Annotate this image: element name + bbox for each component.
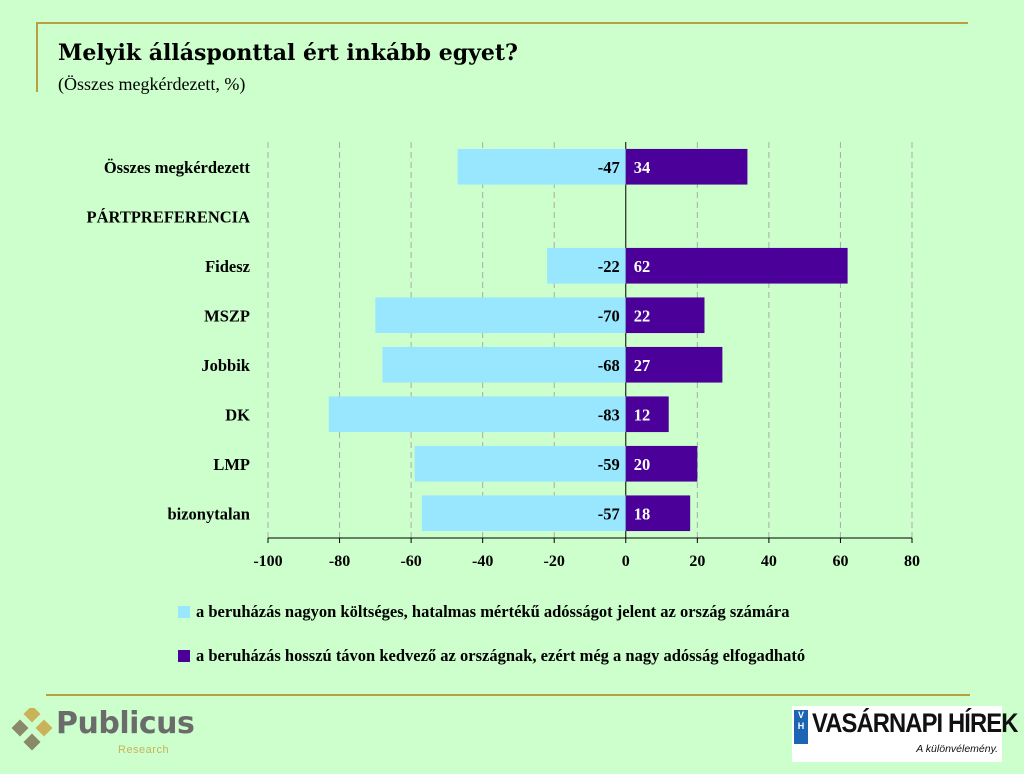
data-label-positive: 12 (634, 405, 651, 424)
data-label-negative: -68 (598, 356, 620, 375)
x-tick-label: 20 (689, 553, 705, 570)
publicus-sub: Research (118, 744, 170, 756)
x-tick-label: 40 (761, 553, 777, 570)
legend-swatch-cost (178, 606, 190, 618)
bar-positive (625, 247, 848, 284)
publicus-diamond-icon (12, 708, 53, 751)
chart-title: Melyik állásponttal ért inkább egyet? (58, 40, 518, 66)
category-label: LMP (213, 455, 250, 474)
category-labels: Összes megkérdezett PÁRTPREFERENCIA Fidesz… (86, 158, 250, 524)
bars: -47 34 -22 62 -70 22 -68 27 -83 12 -59 20 -57 18 (328, 148, 848, 532)
publicus-name: Publicus (56, 706, 195, 741)
x-tick-label: -100 (253, 553, 282, 570)
data-label-negative: -47 (598, 158, 620, 177)
data-label-negative: -83 (598, 405, 620, 424)
bar-negative (547, 247, 626, 284)
data-label-positive: 62 (634, 257, 651, 276)
data-label-negative: -59 (598, 455, 620, 474)
bar-positive (625, 148, 748, 185)
bar-positive (625, 396, 669, 433)
top-rule (36, 22, 968, 24)
bottom-rule (46, 694, 970, 696)
chart-subtitle: (Összes megkérdezett, %) (58, 74, 246, 94)
legend-swatch-benefit (178, 650, 190, 662)
x-tick-labels: -100 -80 -60 -40 -20 0 20 40 60 80 (253, 553, 920, 570)
bar-positive (625, 495, 691, 532)
bar-positive (625, 297, 705, 334)
bar-negative (414, 445, 626, 482)
category-label: Jobbik (201, 356, 250, 375)
vasarnapi-hirek-logo: V H VASÁRNAPI HÍREK A különvélemény. (792, 706, 1018, 762)
data-label-negative: -22 (598, 257, 620, 276)
data-label-positive: 22 (634, 306, 651, 325)
bar-negative (382, 346, 626, 383)
data-label-negative: -70 (598, 306, 620, 325)
data-label-positive: 34 (634, 158, 651, 177)
bar-positive (625, 346, 723, 383)
x-tick-label: 0 (622, 553, 630, 570)
category-label: Összes megkérdezett (104, 158, 251, 177)
gridlines (267, 142, 913, 543)
bar-negative (421, 495, 626, 532)
chart: -47 34 -22 62 -70 22 -68 27 -83 12 -59 20 -57 18 Össz… (86, 142, 920, 570)
x-tick-label: 60 (832, 553, 848, 570)
category-label: bizonytalan (167, 504, 250, 523)
category-label: MSZP (204, 306, 250, 325)
vh-badge: V H (794, 710, 808, 744)
x-tick-label: -40 (472, 553, 493, 570)
publicus-logo: Publicus Research (12, 706, 212, 762)
data-label-negative: -57 (598, 504, 620, 523)
vh-name: VASÁRNAPI HÍREK (812, 708, 1018, 738)
x-tick-label: -60 (400, 553, 421, 570)
legend-label-cost: a beruházás nagyon költséges, hatalmas m… (196, 602, 790, 621)
bar-negative (328, 396, 626, 433)
category-label: PÁRTPREFERENCIA (86, 207, 250, 226)
legend-label-benefit: a beruházás hosszú távon kedvező az orsz… (196, 646, 806, 665)
title-rule (36, 22, 38, 92)
legend-item-cost: a beruházás nagyon költséges, hatalmas m… (178, 602, 790, 622)
category-label: DK (225, 405, 250, 424)
x-tick-label: -20 (544, 553, 565, 570)
x-tick-label: -80 (329, 553, 350, 570)
vh-tagline: A különvélemény. (916, 743, 998, 755)
bar-negative (375, 297, 626, 334)
data-label-positive: 18 (634, 504, 651, 523)
bar-positive (625, 445, 698, 482)
data-label-positive: 20 (634, 455, 651, 474)
data-label-positive: 27 (634, 356, 651, 375)
category-label: Fidesz (205, 257, 250, 276)
x-tick-label: 80 (904, 553, 920, 570)
legend-item-benefit: a beruházás hosszú távon kedvező az orsz… (178, 646, 805, 666)
bar-negative (457, 148, 626, 185)
